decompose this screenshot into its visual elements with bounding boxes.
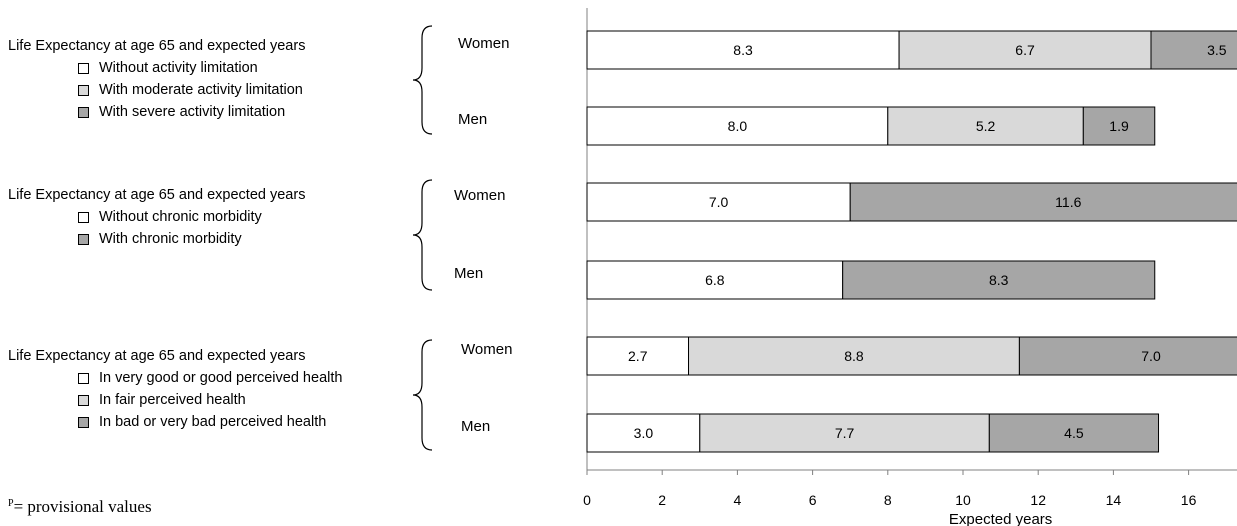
x-tick-label: 14 xyxy=(1106,492,1122,508)
legend-swatch xyxy=(78,62,89,74)
bar-segment xyxy=(688,336,1020,376)
data-label: 1.9 xyxy=(1109,118,1129,134)
legend-swatch xyxy=(78,233,89,245)
bar-segment xyxy=(1150,30,1237,70)
legend-item-without-chronic-morbidity: Without chronic morbidity xyxy=(78,206,305,228)
legend-item-severe-activity-limitation: With severe activity limitation xyxy=(78,101,305,123)
legend-item-good-perceived-health: In very good or good perceived health xyxy=(78,367,342,389)
data-label: 5.2 xyxy=(976,118,996,134)
data-label: 7.7 xyxy=(835,425,855,441)
legend-swatch xyxy=(78,106,89,118)
x-tick-label: 16 xyxy=(1181,492,1197,508)
data-label: 3.0 xyxy=(634,425,654,441)
bar-segment xyxy=(849,182,1237,222)
bar-segment xyxy=(586,413,701,453)
data-label: 8.3 xyxy=(989,272,1009,288)
legend-activity-limitation: Life Expectancy at age 65 and expected y… xyxy=(8,35,305,123)
legend-label: With severe activity limitation xyxy=(99,104,286,120)
legend-chronic-morbidity: Life Expectancy at age 65 and expected y… xyxy=(8,184,305,250)
bar-segment xyxy=(842,260,1156,300)
data-label: 4.5 xyxy=(1064,425,1084,441)
legend-title: Life Expectancy at age 65 and expected y… xyxy=(8,348,306,364)
category-label: Women xyxy=(454,187,505,204)
legend-swatch xyxy=(78,211,89,223)
footnote-marker: P xyxy=(8,498,14,509)
legend-item-moderate-activity-limitation: With moderate activity limitation xyxy=(78,79,305,101)
x-axis-label: Expected years xyxy=(949,511,1052,526)
group-brace xyxy=(412,339,433,451)
legend-label: In very good or good perceived health xyxy=(99,370,343,386)
group-brace xyxy=(412,179,433,291)
data-label: 7.0 xyxy=(1141,348,1161,364)
legend-swatch xyxy=(78,394,89,406)
legend-label: With moderate activity limitation xyxy=(99,82,303,98)
bar-segment xyxy=(586,106,889,146)
data-label: 7.0 xyxy=(709,194,729,210)
x-tick-label: 4 xyxy=(734,492,742,508)
legend-title: Life Expectancy at age 65 and expected y… xyxy=(8,187,306,203)
data-label: 3.5 xyxy=(1207,42,1227,58)
legend-swatch xyxy=(78,416,89,428)
legend-title: Life Expectancy at age 65 and expected y… xyxy=(8,38,306,54)
x-tick-label: 12 xyxy=(1030,492,1046,508)
x-tick-label: 10 xyxy=(955,492,971,508)
group-brace xyxy=(412,25,433,135)
footnote: P= provisional values xyxy=(8,497,152,517)
bar-segment xyxy=(586,182,851,222)
x-tick-label: 2 xyxy=(658,492,666,508)
category-label: Women xyxy=(461,341,512,358)
data-label: 8.0 xyxy=(728,118,748,134)
bar-segment xyxy=(586,336,690,376)
bar-segment xyxy=(699,413,990,453)
legend-perceived-health: Life Expectancy at age 65 and expected y… xyxy=(8,345,342,433)
legend-item-bad-perceived-health: In bad or very bad perceived health xyxy=(78,411,342,433)
category-label: Women xyxy=(458,35,509,52)
data-label: 8.8 xyxy=(844,348,864,364)
legend-label: In bad or very bad perceived health xyxy=(99,414,327,430)
category-label: Men xyxy=(458,111,487,128)
x-tick-label: 6 xyxy=(809,492,817,508)
bar-segment xyxy=(586,30,900,70)
legend-item-fair-perceived-health: In fair perceived health xyxy=(78,389,342,411)
bar-segment xyxy=(1018,336,1237,376)
legend-label: With chronic morbidity xyxy=(99,231,242,247)
legend-label: In fair perceived health xyxy=(99,392,246,408)
legend-label: Without activity limitation xyxy=(99,60,258,76)
data-label: 8.3 xyxy=(733,42,753,58)
legend-item-without-activity-limitation: Without activity limitation xyxy=(78,57,305,79)
bar-segment xyxy=(1082,106,1156,146)
x-tick-label: 0 xyxy=(583,492,591,508)
legend-item-with-chronic-morbidity: With chronic morbidity xyxy=(78,228,305,250)
legend-swatch xyxy=(78,84,89,96)
data-label: 6.7 xyxy=(1015,42,1035,58)
category-label: Men xyxy=(461,418,490,435)
data-label: 11.6 xyxy=(1055,194,1081,210)
data-label: 2.7 xyxy=(628,348,648,364)
bar-segment xyxy=(586,260,844,300)
footnote-text: = provisional values xyxy=(13,497,152,516)
legend-label: Without chronic morbidity xyxy=(99,209,262,225)
x-tick-label: 8 xyxy=(884,492,892,508)
data-label: 6.8 xyxy=(705,272,725,288)
bar-segment xyxy=(988,413,1160,453)
category-label: Men xyxy=(454,265,483,282)
bar-segment xyxy=(898,30,1152,70)
legend-swatch xyxy=(78,372,89,384)
